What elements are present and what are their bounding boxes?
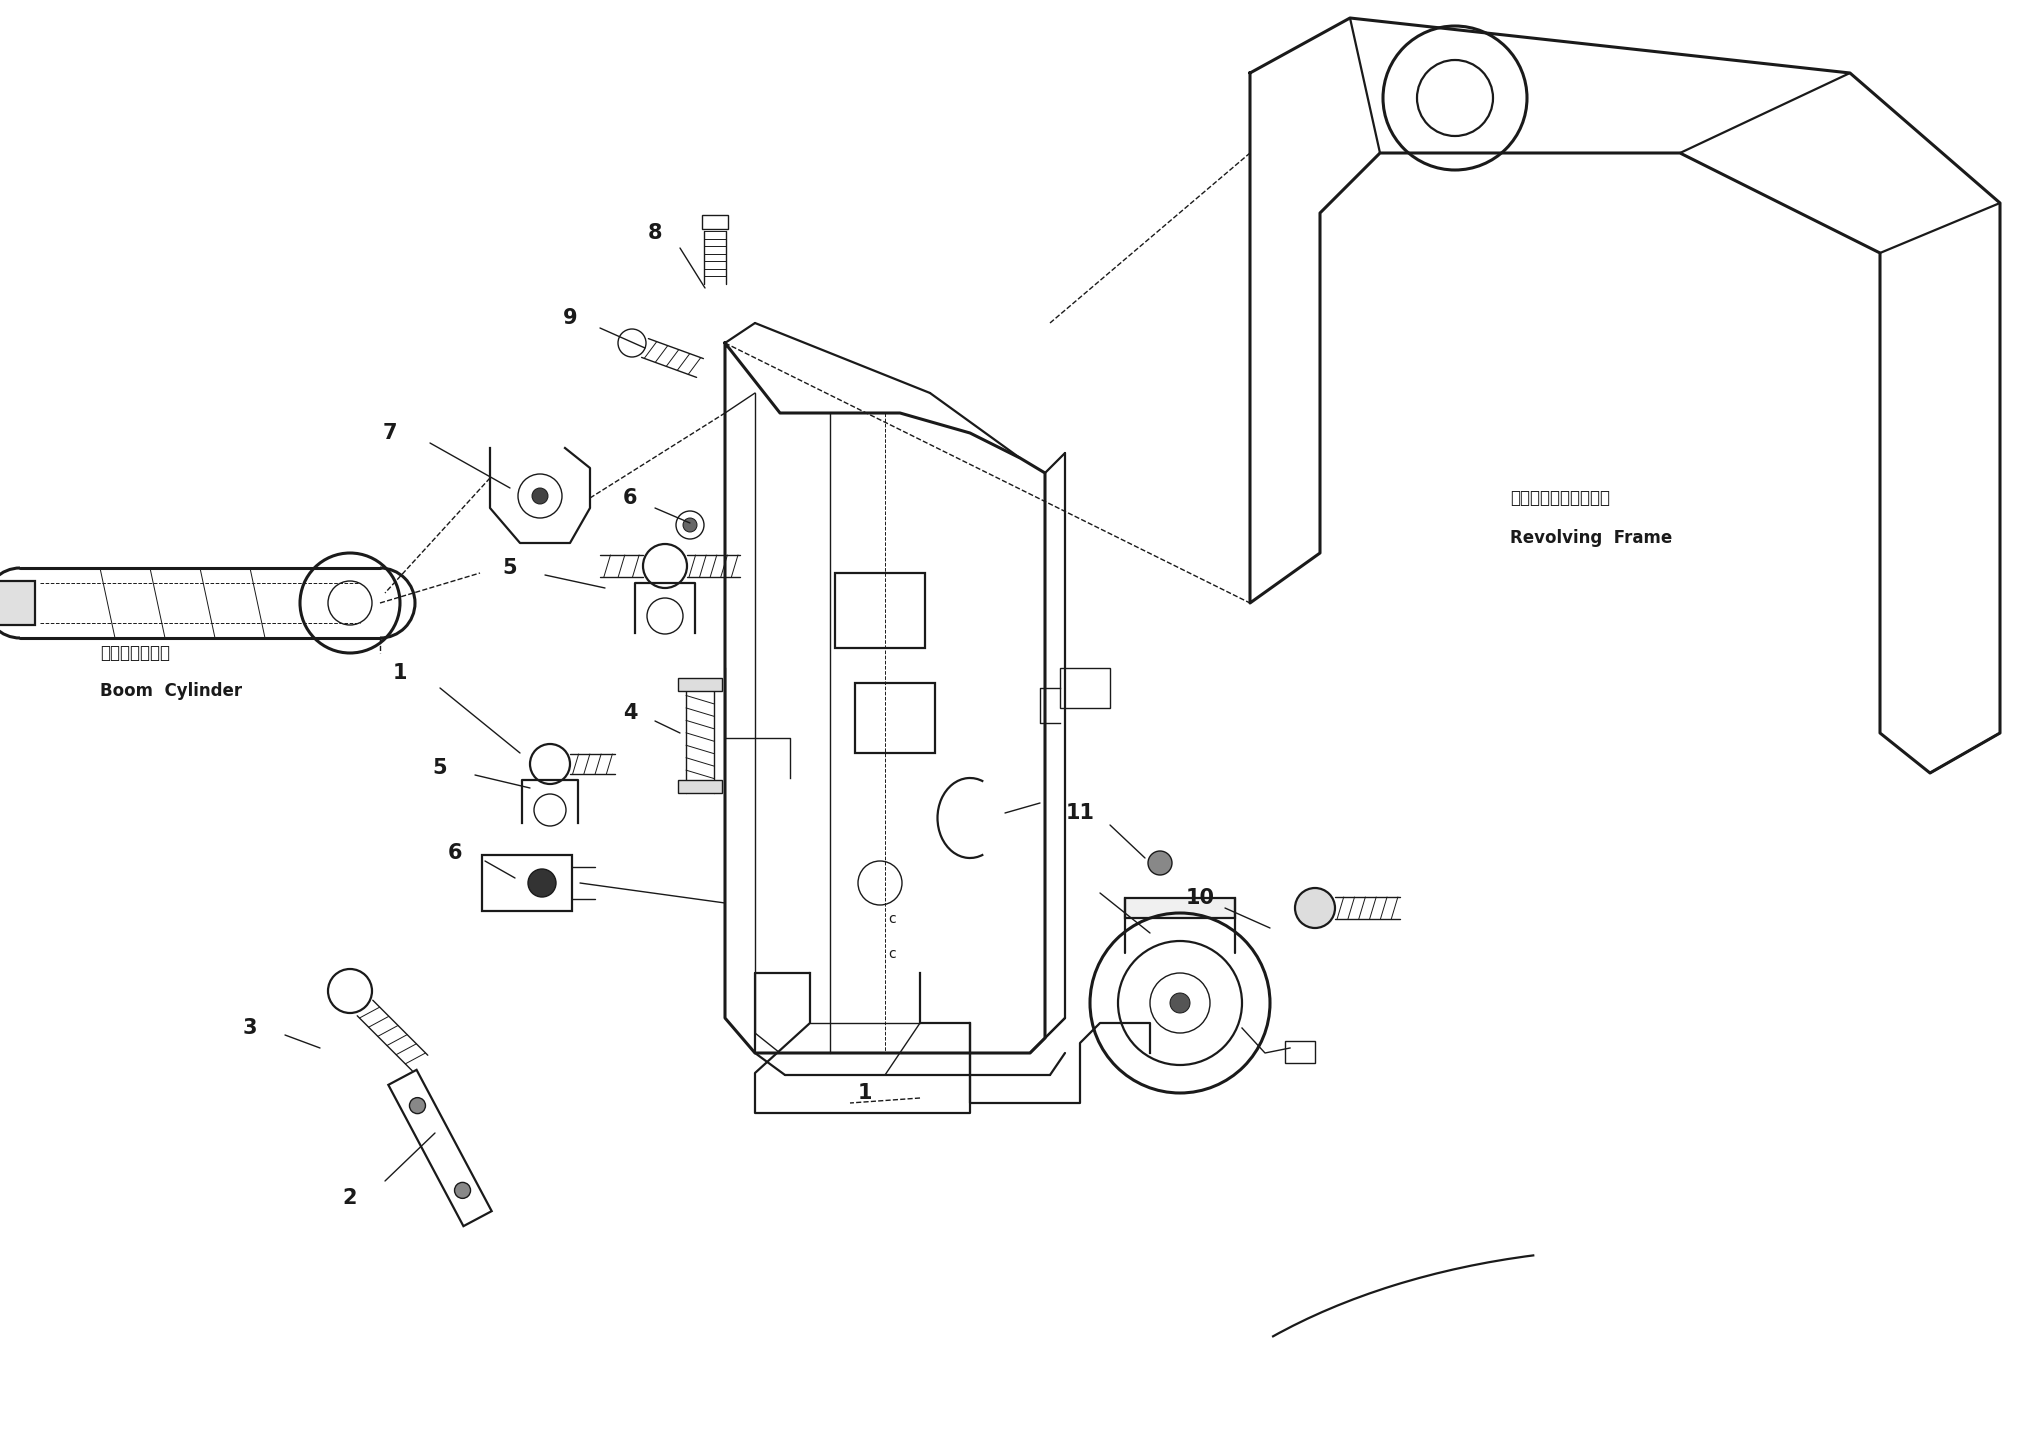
Text: 11: 11: [1065, 804, 1095, 822]
Text: 7: 7: [382, 423, 396, 443]
Circle shape: [1170, 992, 1191, 1013]
Text: 1: 1: [858, 1082, 872, 1103]
Circle shape: [683, 519, 697, 532]
Circle shape: [532, 488, 549, 504]
Polygon shape: [679, 780, 721, 793]
Circle shape: [410, 1097, 425, 1113]
Text: 2: 2: [343, 1189, 358, 1207]
Polygon shape: [0, 581, 35, 625]
Polygon shape: [1284, 1040, 1315, 1064]
Text: 6: 6: [447, 843, 461, 863]
Text: Revolving  Frame: Revolving Frame: [1510, 529, 1672, 546]
Text: 1: 1: [392, 663, 406, 683]
Text: 8: 8: [648, 222, 662, 243]
Text: 4: 4: [622, 703, 638, 724]
Text: 6: 6: [622, 488, 638, 509]
Polygon shape: [679, 679, 721, 692]
Polygon shape: [1126, 898, 1235, 918]
Text: c: c: [888, 947, 896, 960]
Circle shape: [455, 1183, 471, 1199]
Text: 5: 5: [433, 758, 447, 777]
Circle shape: [1148, 851, 1172, 875]
Text: レボルビングフレーム: レボルビングフレーム: [1510, 490, 1609, 507]
Text: 10: 10: [1185, 888, 1215, 908]
Circle shape: [1294, 888, 1335, 928]
Text: c: c: [888, 912, 896, 926]
Text: 5: 5: [502, 558, 518, 578]
Text: 3: 3: [242, 1019, 258, 1037]
Text: Boom  Cylinder: Boom Cylinder: [100, 681, 242, 700]
Polygon shape: [482, 854, 571, 911]
Circle shape: [528, 869, 557, 897]
Text: 9: 9: [563, 308, 577, 328]
Polygon shape: [701, 215, 727, 230]
Text: ブームシリンダ: ブームシリンダ: [100, 644, 171, 663]
Polygon shape: [388, 1069, 492, 1226]
